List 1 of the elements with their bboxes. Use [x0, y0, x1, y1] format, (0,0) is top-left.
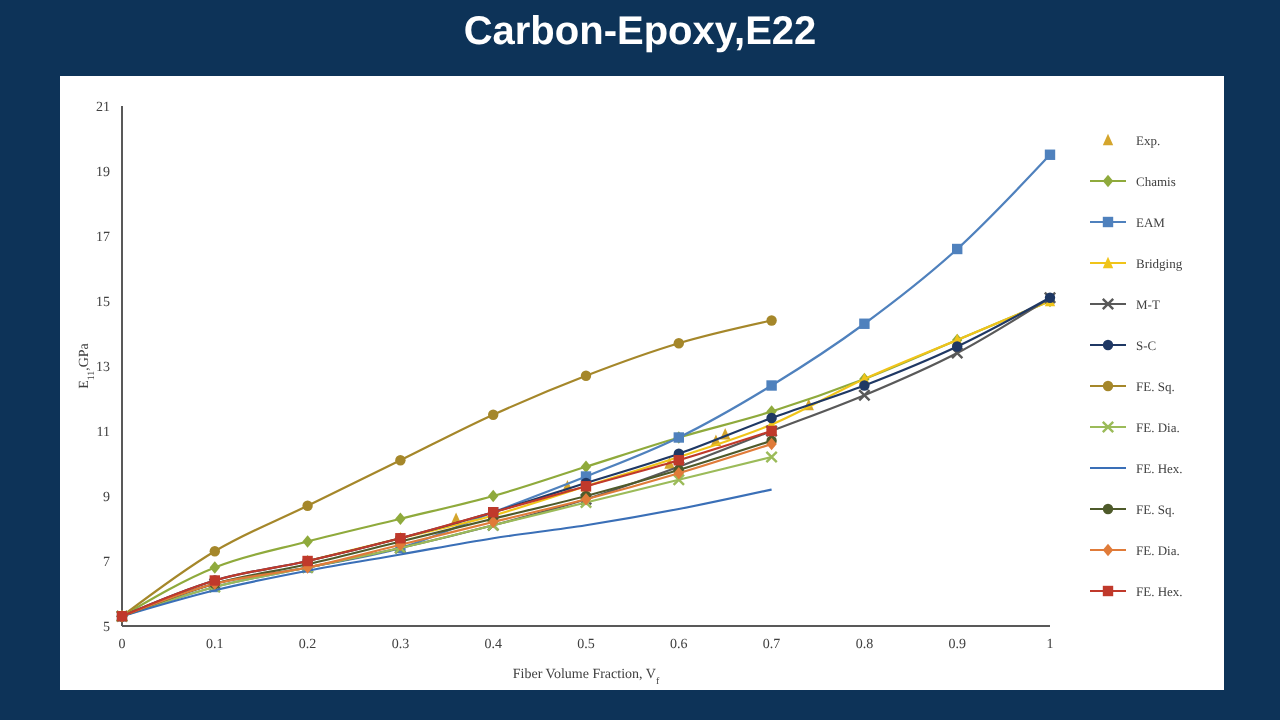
chart-title: Carbon-Epoxy,E22 [463, 10, 817, 54]
